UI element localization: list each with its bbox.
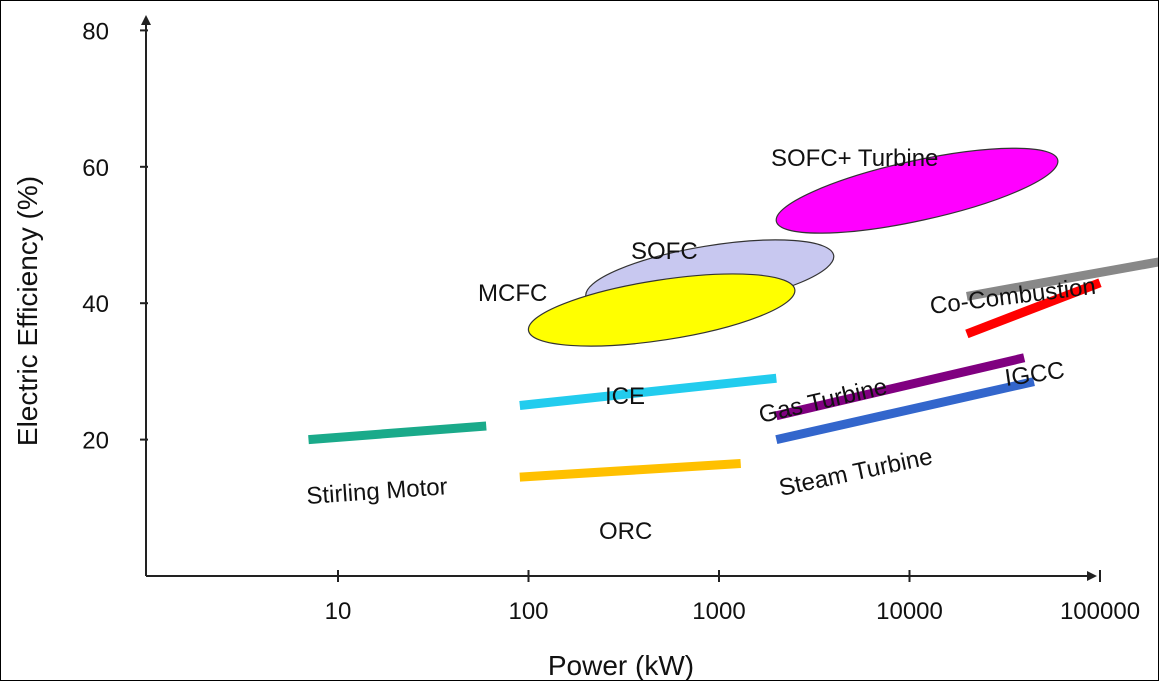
- x-tick-label: 1000: [692, 598, 745, 625]
- chart-marks: [308, 147, 1158, 482]
- sofc-turbine-ellipse: [775, 147, 1059, 234]
- stirling-motor-label: Stirling Motor: [306, 473, 449, 510]
- x-tick-label: 10: [325, 598, 352, 625]
- y-tick-label: 60: [82, 155, 109, 182]
- y-axis-arrow: [141, 15, 151, 25]
- mcfc-ellipse: [527, 273, 796, 347]
- y-axis-title: Electric Efficiency (%): [12, 176, 43, 446]
- y-tick-label: 20: [82, 428, 109, 455]
- x-tick-label: 100000: [1060, 598, 1140, 625]
- steam-turbine-line: [775, 377, 1035, 444]
- x-tick-label: 100: [508, 598, 548, 625]
- axes: 10 100 1000 10000 100000 20 40 60 80: [82, 15, 1140, 625]
- gas-turbine-line: [775, 353, 1026, 421]
- igcc-line: [965, 278, 1102, 339]
- x-axis-title: Power (kW): [548, 650, 694, 681]
- sofc-label: SOFC: [631, 238, 698, 265]
- x-axis-arrow: [1087, 571, 1097, 581]
- orc-line: [519, 458, 741, 482]
- mcfc-label: MCFC: [478, 280, 547, 307]
- y-tick-label: 80: [82, 18, 109, 45]
- orc-label: ORC: [599, 518, 652, 545]
- ice-line: [519, 373, 777, 410]
- co-combustion-line: [966, 257, 1158, 301]
- ice-label: ICE: [605, 383, 645, 410]
- x-tick-label: 10000: [876, 598, 943, 625]
- y-tick-label: 40: [82, 291, 109, 318]
- stirling-motor-line: [308, 421, 487, 445]
- sofc-turbine-label: SOFC+ Turbine: [771, 145, 938, 172]
- steam-turbine-label: Steam Turbine: [777, 443, 935, 502]
